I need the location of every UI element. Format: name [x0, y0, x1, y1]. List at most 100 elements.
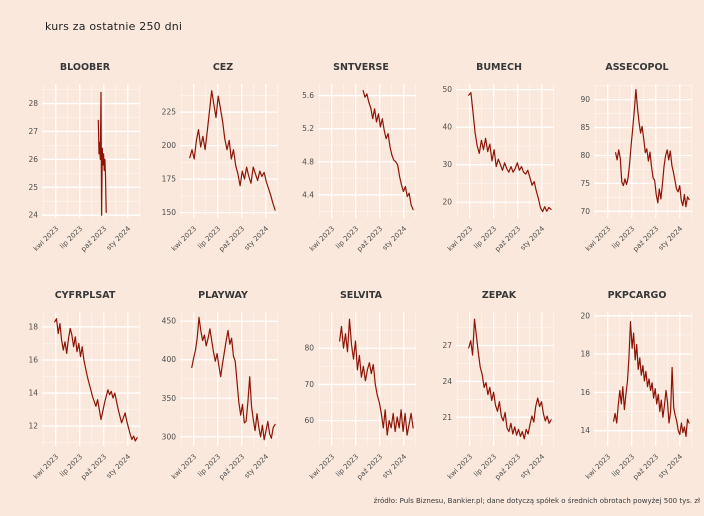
x-tick-label: paź 2023 — [356, 453, 385, 482]
chart-selvita: SELVITA 80 70 60 kwi 2023 lip 2023 paź 2023 sty… — [286, 288, 424, 516]
chart-title-bloober: BLOOBER — [59, 62, 111, 73]
y-tick-label: 175 — [162, 175, 177, 184]
price-line-cez — [189, 90, 276, 211]
chart-title-cyfrplsat: CYFRPLSAT — [54, 290, 116, 301]
price-line-zepak — [468, 318, 552, 440]
y-tick-label: 200 — [162, 141, 177, 150]
chart-sntverse: SNTVERSE 5.6 5.2 4.8 4.4 kwi 2023 lip 2023 paź … — [286, 60, 424, 288]
y-tick-label: 50 — [442, 85, 452, 94]
chart-title-zepak: ZEPAK — [481, 290, 517, 301]
y-tick-label: 26 — [28, 155, 38, 164]
chart-pkpcargo: PKPCARGO 20 18 16 14 kwi 2023 lip 2023 paź 2023… — [562, 288, 700, 516]
y-tick-label: 40 — [442, 123, 452, 132]
x-tick-label: kwi 2023 — [32, 225, 60, 253]
x-tick-label: paź 2023 — [356, 225, 385, 254]
y-tick-label: 18 — [580, 350, 590, 359]
price-line-sntverse — [362, 90, 414, 211]
chart-title-assecopol: ASSECOPOL — [605, 62, 669, 73]
y-tick-label: 16 — [580, 388, 590, 397]
x-tick-label: paź 2023 — [632, 453, 661, 482]
price-line-bumech — [468, 92, 552, 213]
chart-assecopol: ASSECOPOL 90 85 80 75 70 kwi 2023 lip 2023 paź 2… — [562, 60, 700, 288]
x-tick-label: paź 2023 — [218, 225, 247, 254]
x-tick-label: paź 2023 — [80, 225, 109, 254]
price-line-selvita — [338, 318, 414, 436]
x-tick-label: sty 2024 — [519, 224, 547, 252]
x-tick-label: sty 2024 — [381, 224, 409, 252]
y-tick-label: 27 — [442, 341, 452, 350]
y-tick-label: 225 — [162, 108, 177, 117]
y-tick-label: 75 — [580, 179, 590, 188]
chart-title-playway: PLAYWAY — [198, 290, 248, 301]
x-tick-label: kwi 2023 — [170, 453, 198, 481]
y-tick-label: 350 — [162, 394, 177, 403]
y-tick-label: 300 — [162, 432, 177, 441]
page-title: kurs za ostatnie 250 dni — [45, 20, 183, 33]
y-tick-label: 5.6 — [302, 91, 314, 100]
x-tick-label: sty 2024 — [243, 452, 271, 480]
y-tick-label: 16 — [28, 355, 38, 364]
x-tick-label: sty 2024 — [105, 224, 133, 252]
chart-title-bumech: BUMECH — [476, 62, 522, 73]
chart-cez: CEZ 225 200 175 150 kwi 2023 lip 2023 paź 2023 s… — [148, 60, 286, 288]
x-tick-label: kwi 2023 — [446, 453, 474, 481]
chart-title-cez: CEZ — [212, 62, 234, 73]
source-note: źródło: Puls Biznesu, Bankier.pl; dane d… — [373, 497, 700, 505]
chart-title-selvita: SELVITA — [339, 290, 383, 301]
x-tick-label: paź 2023 — [80, 453, 109, 482]
y-tick-label: 21 — [442, 413, 452, 422]
y-tick-label: 85 — [580, 123, 590, 132]
y-tick-label: 70 — [304, 380, 314, 389]
y-tick-label: 14 — [580, 426, 590, 435]
y-tick-label: 27 — [28, 127, 38, 136]
price-line-assecopol — [614, 89, 690, 208]
x-tick-label: paź 2023 — [494, 453, 523, 482]
chart-bloober: BLOOBER 28 27 26 25 24 kwi 2023 lip 2023 paź 202… — [10, 60, 148, 288]
y-tick-label: 450 — [162, 317, 177, 326]
y-tick-label: 30 — [442, 160, 452, 169]
x-tick-label: kwi 2023 — [32, 453, 60, 481]
y-tick-label: 25 — [28, 183, 38, 192]
x-tick-label: kwi 2023 — [308, 225, 336, 253]
x-tick-label: sty 2024 — [381, 452, 409, 480]
y-tick-label: 14 — [28, 389, 38, 398]
x-tick-label: kwi 2023 — [584, 453, 612, 481]
y-tick-label: 18 — [28, 322, 38, 331]
y-tick-label: 20 — [442, 198, 452, 207]
x-tick-label: kwi 2023 — [446, 225, 474, 253]
y-tick-label: 60 — [304, 416, 314, 425]
y-tick-label: 12 — [28, 422, 38, 431]
price-line-bloober — [97, 91, 107, 216]
y-tick-label: 24 — [28, 211, 38, 220]
x-tick-label: sty 2024 — [657, 224, 685, 252]
y-tick-label: 80 — [304, 344, 314, 353]
y-tick-label: 20 — [580, 311, 590, 320]
x-tick-label: paź 2023 — [494, 225, 523, 254]
chart-zepak: ZEPAK 27 24 21 kwi 2023 lip 2023 paź 2023 sty 2… — [424, 288, 562, 516]
chart-playway: PLAYWAY 450 400 350 300 kwi 2023 lip 2023 paź 2… — [148, 288, 286, 516]
y-tick-label: 4.4 — [302, 190, 314, 199]
chart-cyfrplsat: CYFRPLSAT 18 16 14 12 kwi 2023 lip 2023 paź 202… — [10, 288, 148, 516]
price-line-cyfrplsat — [54, 318, 138, 442]
y-tick-label: 150 — [162, 208, 177, 217]
price-line-playway — [191, 316, 276, 441]
x-tick-label: sty 2024 — [519, 452, 547, 480]
y-tick-label: 4.8 — [302, 157, 314, 166]
x-tick-label: kwi 2023 — [584, 225, 612, 253]
y-tick-label: 70 — [580, 207, 590, 216]
y-tick-label: 90 — [580, 95, 590, 104]
y-tick-label: 28 — [28, 99, 38, 108]
chart-title-sntverse: SNTVERSE — [333, 62, 389, 73]
y-tick-label: 24 — [442, 377, 452, 386]
y-tick-label: 80 — [580, 151, 590, 160]
